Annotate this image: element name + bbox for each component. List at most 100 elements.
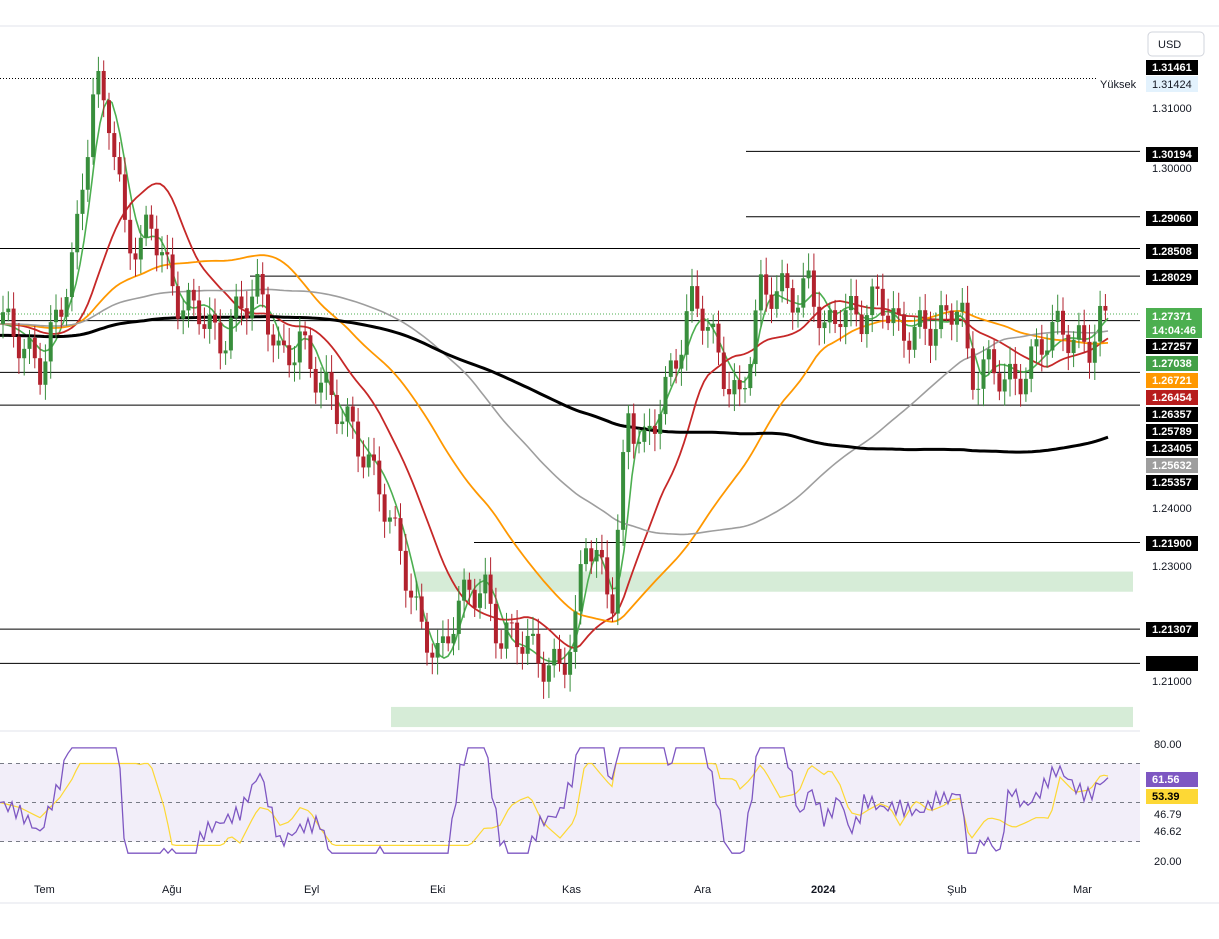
- candle-body: [122, 174, 127, 220]
- candle-body: [986, 349, 991, 360]
- rsi-tick-20: 20.00: [1154, 856, 1182, 868]
- tag-level-2: 1.30194: [1152, 149, 1193, 161]
- tag-level-5: 1.28029: [1152, 272, 1192, 284]
- horizontal-levels: [0, 77, 1140, 664]
- candle-body: [912, 326, 917, 350]
- candle-body: [970, 348, 975, 390]
- x-label-eyl: Eyl: [304, 884, 319, 896]
- candle-body: [387, 517, 392, 522]
- candle-body: [679, 354, 684, 369]
- tag-rsi-ma: 53.39: [1152, 791, 1180, 803]
- candle-body: [69, 252, 74, 298]
- candle-body: [997, 373, 1002, 392]
- candle-body: [732, 380, 737, 395]
- candle-body: [213, 314, 217, 323]
- candle-body: [748, 364, 753, 389]
- candle-body: [854, 295, 859, 315]
- tag-ma-black: 1.25357: [1152, 477, 1192, 489]
- candle-body: [716, 323, 721, 353]
- tag-ma-gray-bg: [1146, 458, 1198, 473]
- candle-body: [96, 70, 101, 95]
- candle-body: [917, 310, 922, 327]
- candle-body: [1018, 378, 1023, 395]
- x-label-ara: Ara: [694, 884, 712, 896]
- candle-body: [440, 636, 445, 644]
- candle-body: [870, 286, 875, 316]
- candle-body: [128, 219, 133, 254]
- candle-body: [43, 361, 48, 385]
- candle-body: [308, 335, 313, 369]
- candle-body: [1076, 325, 1081, 340]
- candle-body: [626, 413, 631, 453]
- candle-body: [557, 648, 562, 664]
- candle-body: [340, 421, 345, 425]
- candle-body: [584, 548, 588, 565]
- candle-body: [107, 100, 111, 134]
- candle-body: [1029, 346, 1034, 379]
- candle-body: [80, 189, 85, 214]
- candle-body: [875, 286, 880, 289]
- candle-body: [112, 133, 117, 158]
- candle-body: [191, 289, 196, 301]
- candle-body: [403, 550, 408, 591]
- tag-level-10-bg: [1146, 536, 1198, 551]
- candle-body: [838, 323, 843, 328]
- candle-body: [700, 308, 705, 331]
- candle-body: [345, 406, 350, 422]
- candle-body: [467, 579, 472, 590]
- candle-body: [32, 337, 37, 359]
- candle-body: [1082, 325, 1087, 342]
- candle-body: [350, 406, 355, 422]
- candle-body: [949, 310, 954, 325]
- tag-level-10: 1.21900: [1152, 538, 1192, 550]
- candle-body: [319, 382, 323, 393]
- candle-body: [843, 310, 848, 328]
- candle-body: [801, 278, 806, 308]
- candle-body: [923, 310, 928, 329]
- candle-body: [822, 322, 827, 329]
- rsi-pane: [0, 747, 1140, 855]
- tag-rsi-bg: [1146, 772, 1198, 787]
- candle-body: [833, 310, 838, 324]
- candle-body: [1023, 378, 1028, 395]
- candle-body: [16, 336, 21, 359]
- candle-body: [525, 635, 530, 654]
- tag-level-3: 1.29060: [1152, 213, 1192, 225]
- tag-ma-orange-bg: [1146, 373, 1198, 388]
- currency-label: USD: [1158, 39, 1181, 51]
- candle-body: [144, 214, 149, 238]
- high-label: Yüksek: [1100, 79, 1137, 91]
- candle-body: [758, 274, 763, 311]
- candle-body: [615, 529, 620, 614]
- x-label-2024: 2024: [811, 884, 836, 896]
- candle-body: [324, 372, 329, 383]
- candle-body: [1, 312, 5, 324]
- candle-body: [75, 213, 80, 253]
- candle-body: [981, 359, 986, 389]
- candle-body: [907, 340, 912, 350]
- candle-body: [785, 273, 790, 289]
- candle-body: [992, 349, 997, 374]
- candle-body: [621, 452, 626, 530]
- price-axis[interactable]: USD Yüksek 1.31424 1.31000 1.30000 1.240…: [1098, 31, 1205, 868]
- candle-body: [27, 337, 32, 349]
- price-tags: 1.31461 1.30194 1.29060 1.28508 1.28029 …: [1146, 60, 1202, 804]
- candle-body: [668, 360, 673, 377]
- candle-body: [435, 643, 440, 658]
- price-tick-1: 1.31000: [1152, 103, 1192, 115]
- candle-body: [483, 574, 488, 594]
- time-axis[interactable]: Tem Ağu Eyl Eki Kas Ara 2024 Şub Mar: [34, 884, 1092, 896]
- currency-button[interactable]: [1147, 31, 1205, 57]
- candle-body: [955, 311, 959, 325]
- candle-body: [377, 460, 382, 495]
- candle-body: [1050, 322, 1055, 351]
- candle-body: [886, 315, 891, 324]
- candle-body: [165, 252, 170, 255]
- tag-ma-green-bg: [1146, 356, 1198, 371]
- candle-body: [255, 274, 260, 297]
- demand-zone: [391, 706, 1133, 728]
- demand-zone: [415, 571, 1133, 592]
- candle-body: [790, 288, 795, 313]
- candle-body: [578, 564, 583, 612]
